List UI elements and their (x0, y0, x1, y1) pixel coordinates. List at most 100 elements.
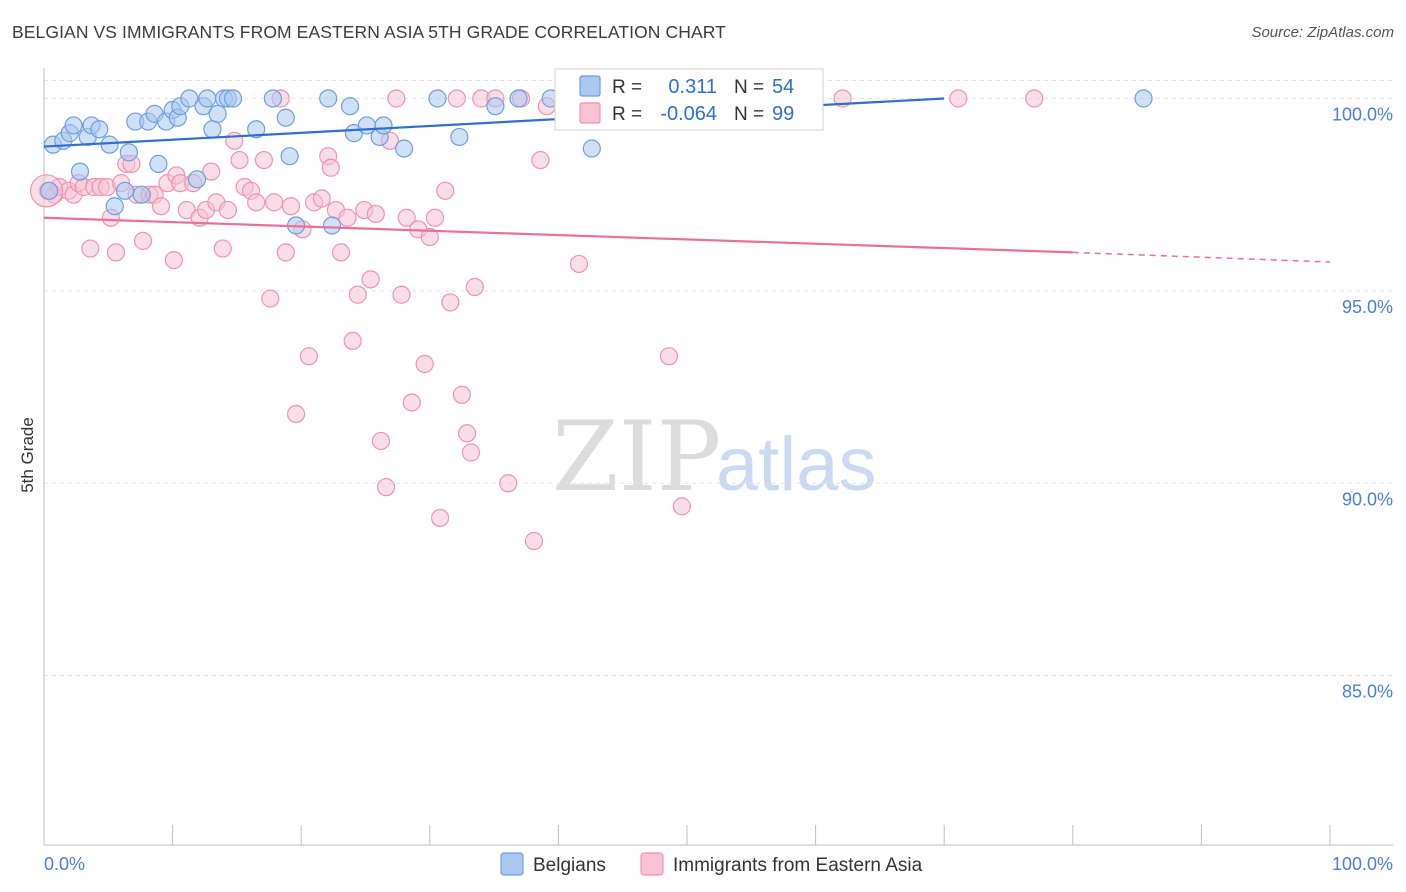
legend-swatch-belgians (579, 75, 601, 97)
belgians-point (90, 120, 109, 139)
immigrants-point (230, 150, 249, 170)
legend-r-label: R = (612, 104, 642, 125)
belgians-point (276, 108, 295, 127)
immigrants-point (106, 243, 126, 262)
belgians-point (394, 139, 414, 158)
x-tick-labels: 0.0% 100.0% (44, 854, 1393, 874)
immigrants-point (164, 250, 183, 270)
immigrants-point (366, 204, 385, 224)
bottom-legend-swatch-immigrants[interactable] (640, 852, 664, 876)
immigrants-point (430, 508, 450, 528)
gridlines (44, 79, 1393, 677)
immigrants-point (261, 289, 280, 308)
legend-swatch-immigrants (579, 102, 601, 124)
y-axis-label: 5th Grade (18, 417, 37, 493)
y-tick-label: 95.0% (1342, 297, 1393, 317)
immigrants-point (321, 158, 340, 177)
immigrants-point (441, 293, 460, 312)
immigrants-point (133, 231, 153, 250)
legend-n-label: N = (734, 104, 764, 125)
belgians-point (70, 162, 90, 181)
legend-r-label: R = (612, 77, 642, 98)
y-tick-label: 90.0% (1342, 489, 1393, 509)
bottom-legend: Belgians Immigrants from Eastern Asia (500, 852, 923, 876)
belgians-point (132, 185, 151, 204)
immigrants-point (659, 347, 679, 366)
bottom-legend-belgians[interactable]: Belgians (533, 855, 606, 876)
y-tick-label: 85.0% (1342, 682, 1393, 702)
immigrants-point (254, 150, 274, 170)
belgians-point (1134, 89, 1153, 108)
immigrants-point (331, 243, 351, 262)
belgians-point (105, 197, 124, 216)
immigrants-point (524, 531, 544, 551)
immigrants-point (1025, 89, 1044, 108)
belgians-point (40, 181, 59, 200)
x-tick-label-start: 0.0% (44, 854, 85, 874)
watermark-atlas: atlas (716, 422, 877, 507)
immigrants-point (281, 197, 301, 216)
immigrants-point (312, 189, 331, 208)
immigrants-point (465, 277, 484, 297)
immigrants-point (151, 197, 171, 216)
belgians-point (322, 216, 342, 235)
immigrants-point (213, 239, 232, 258)
bottom-legend-swatch-belgians[interactable] (500, 852, 524, 876)
immigrants-point (397, 208, 416, 227)
y-tick-label: 100.0% (1332, 104, 1393, 124)
belgians-point (428, 89, 447, 108)
legend-n-value-belgians: 54 (772, 76, 794, 98)
immigrants-point (265, 193, 284, 212)
watermark: ZIP atlas (552, 401, 877, 513)
immigrants-point (299, 347, 319, 366)
legend-n-value-immigrants: 99 (772, 103, 794, 125)
watermark-zip: ZIP (552, 401, 721, 513)
belgians-point (247, 120, 266, 139)
immigrants-point (81, 239, 100, 258)
belgians-point (119, 143, 138, 162)
belgians-point (280, 147, 299, 166)
belgians-point (64, 116, 83, 135)
immigrants-point (499, 474, 518, 493)
correlation-legend: R = 0.311 N = 54 R = -0.064 N = 99 (554, 68, 824, 131)
immigrants-point (452, 385, 472, 404)
belgians-point (319, 89, 338, 108)
chart-title: BELGIAN VS IMMIGRANTS FROM EASTERN ASIA … (12, 22, 726, 42)
belgians-point (582, 139, 601, 158)
immigrants-point (461, 443, 481, 462)
trend-line-extrapolated (1072, 251, 1331, 263)
immigrants-point (361, 270, 380, 289)
immigrants-point (402, 393, 421, 412)
immigrants-point (392, 285, 411, 304)
immigrants-point (276, 243, 295, 262)
immigrants-point (247, 193, 266, 212)
immigrants-point (949, 89, 968, 108)
immigrants-point (415, 354, 434, 374)
belgians-point (115, 181, 135, 200)
immigrants-point (202, 162, 221, 181)
x-tick-label-end: 100.0% (1332, 854, 1393, 874)
immigrants-point (457, 424, 477, 443)
immigrants-point (348, 285, 367, 304)
belgians-point (450, 127, 469, 147)
belgians-point (180, 89, 199, 108)
immigrants-point (569, 254, 589, 274)
belgians-point (374, 116, 393, 135)
immigrants-point (225, 131, 244, 150)
belgians-point (509, 89, 528, 108)
belgians-point (340, 97, 360, 116)
belgians-point (203, 120, 222, 139)
legend-n-label: N = (734, 77, 764, 98)
bottom-legend-immigrants[interactable]: Immigrants from Eastern Asia (673, 855, 923, 876)
belgians-point (198, 89, 217, 108)
y-tick-labels: 100.0% 95.0% 90.0% 85.0% (1332, 104, 1393, 701)
immigrants-point (387, 89, 406, 108)
legend-r-value-immigrants: -0.064 (660, 103, 717, 125)
immigrants-point (338, 208, 357, 227)
immigrants-point (420, 227, 439, 247)
belgians-point (486, 97, 505, 116)
immigrants-point (436, 181, 455, 200)
immigrants-point (343, 331, 362, 351)
immigrants-point (447, 89, 466, 108)
